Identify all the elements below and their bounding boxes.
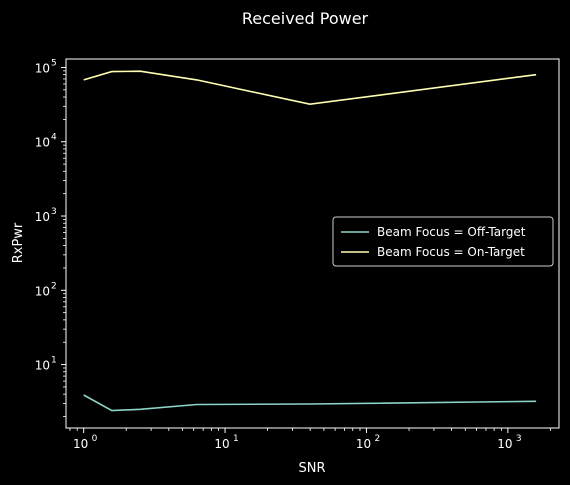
y-tick-exponent: 5 xyxy=(51,58,57,68)
y-tick-label: 10 xyxy=(35,284,50,298)
x-tick-label: 10 xyxy=(214,437,229,451)
x-tick-exponent: 0 xyxy=(92,434,98,444)
series-line-1 xyxy=(83,70,537,106)
legend-label: Beam Focus = Off-Target xyxy=(377,225,526,239)
x-tick-exponent: 3 xyxy=(516,434,522,444)
y-tick-label: 10 xyxy=(35,210,50,224)
y-tick-label: 10 xyxy=(35,136,50,150)
y-tick-exponent: 3 xyxy=(51,207,57,217)
y-tick-exponent: 2 xyxy=(51,281,57,291)
plot-lines xyxy=(83,70,537,412)
legend-box xyxy=(332,216,554,267)
y-axis-label: RxPwr xyxy=(11,222,26,263)
series-line-0 xyxy=(83,394,537,412)
x-tick-exponent: 2 xyxy=(374,434,380,444)
plot-frame xyxy=(65,58,560,429)
y-tick-exponent: 4 xyxy=(51,133,57,143)
x-axis: 10 0 10 1 10 2 10 3 xyxy=(69,428,551,451)
chart-title: Received Power xyxy=(242,9,369,28)
y-tick-label: 10 xyxy=(35,61,50,75)
x-tick-label: 10 xyxy=(497,437,512,451)
x-tick-exponent: 1 xyxy=(233,434,239,444)
x-axis-label: SNR xyxy=(298,461,325,476)
y-tick-exponent: 1 xyxy=(51,356,57,366)
legend-label: Beam Focus = On-Target xyxy=(377,245,525,259)
y-tick-label: 10 xyxy=(35,359,50,373)
x-tick-label: 10 xyxy=(73,437,88,451)
x-tick-label: 10 xyxy=(356,437,371,451)
legend: Beam Focus = Off-Target Beam Focus = On-T… xyxy=(332,216,554,267)
